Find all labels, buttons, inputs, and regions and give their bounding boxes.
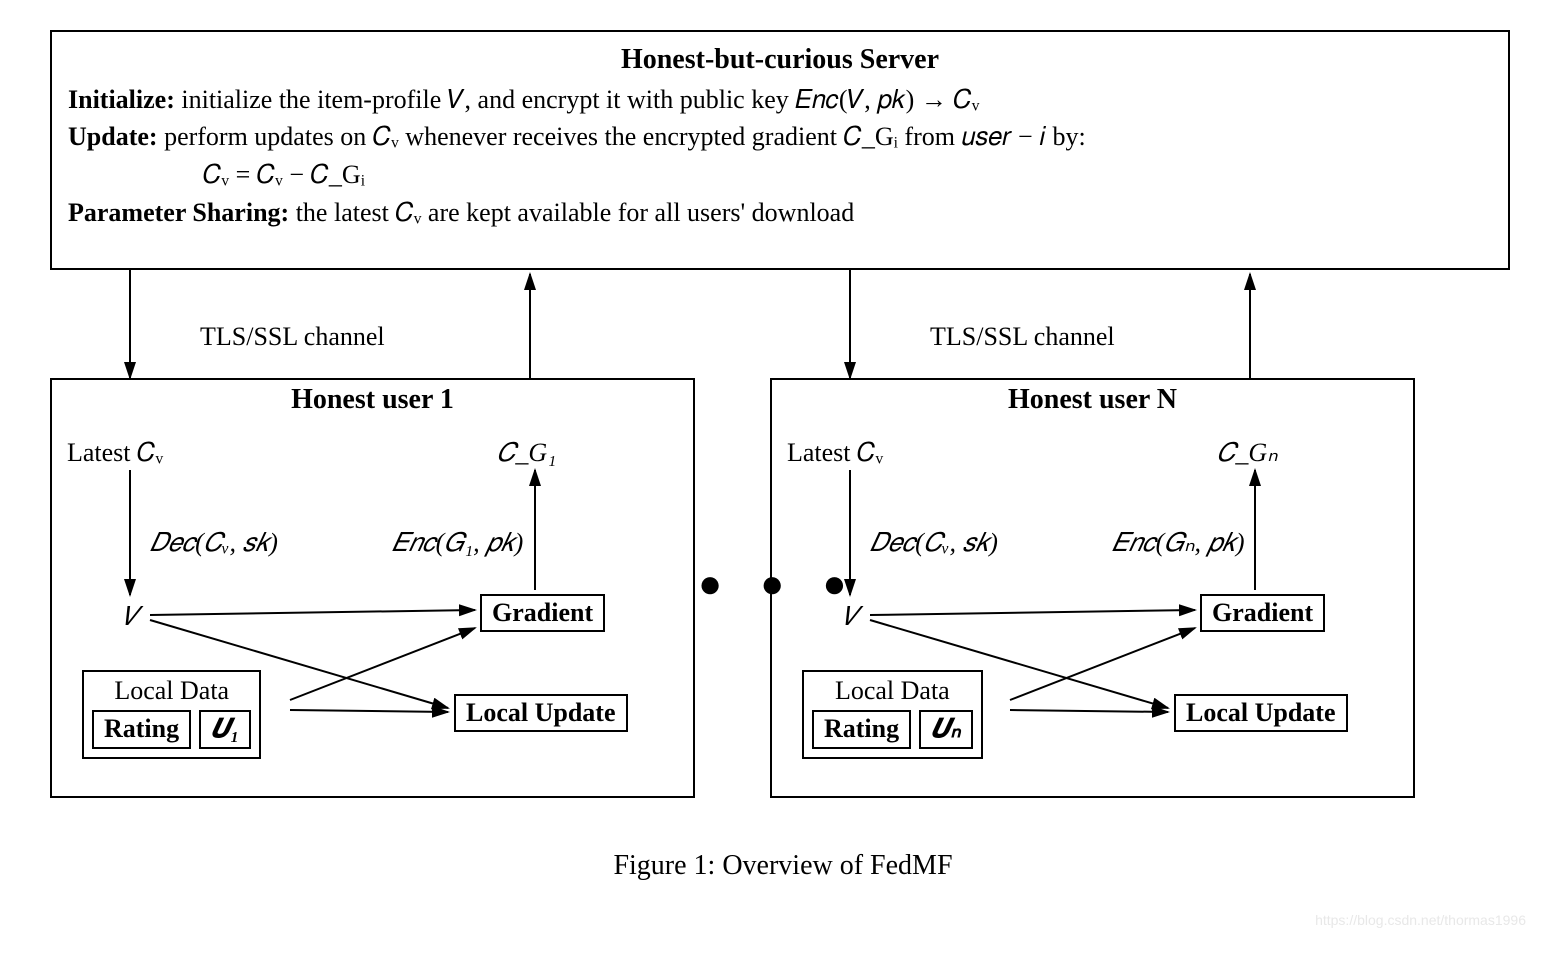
server-paramshare: Parameter Sharing: the latest 𝐶ᵥ are kep… (68, 194, 1492, 232)
userN-enc: 𝐸𝑛𝑐(𝐺ₙ, 𝑝𝑘) (1112, 528, 1245, 559)
tls-label-left: TLS/SSL channel (200, 322, 385, 352)
server-title: Honest-but-curious Server (68, 40, 1492, 81)
user1-cg: 𝐶_G₁ (497, 438, 556, 469)
user1-localdata-title: Local Data (92, 676, 251, 706)
userN-cg: 𝐶_Gₙ (1217, 438, 1278, 469)
initialize-text: initialize the item-profile 𝑉, and encry… (175, 85, 980, 114)
user1-U-box: 𝑼₁ (199, 710, 251, 749)
user1-enc: 𝐸𝑛𝑐(𝐺₁, 𝑝𝑘) (392, 528, 523, 559)
user1-V: 𝑉 (122, 602, 139, 633)
userN-dec: 𝐷𝑒𝑐(𝐶ᵥ, 𝑠𝑘) (870, 528, 998, 559)
user1-title: Honest user 1 (52, 384, 693, 416)
userN-box: Honest user N Latest 𝐶ᵥ 𝐷𝑒𝑐(𝐶ᵥ, 𝑠𝑘) 𝐸𝑛𝑐(… (770, 378, 1415, 798)
userN-title: Honest user N (772, 384, 1413, 416)
server-update1: Update: perform updates on 𝐶ᵥ whenever r… (68, 118, 1492, 156)
server-box: Honest-but-curious Server Initialize: in… (50, 30, 1510, 270)
user1-gradient-box: Gradient (480, 594, 605, 632)
userN-sub-boxes: Rating 𝑼ₙ (812, 710, 973, 749)
paramshare-text: the latest 𝐶ᵥ are kept available for all… (289, 198, 854, 227)
server-update2: 𝐶ᵥ = 𝐶ᵥ − 𝐶_Gᵢ (68, 156, 1492, 194)
update-label: Update: (68, 122, 158, 151)
user1-localupdate-box: Local Update (454, 694, 628, 732)
user1-localdata-box: Local Data Rating 𝑼₁ (82, 670, 261, 759)
figure-caption: Figure 1: Overview of FedMF (30, 850, 1536, 882)
user1-sub-boxes: Rating 𝑼₁ (92, 710, 251, 749)
userN-localdata-box: Local Data Rating 𝑼ₙ (802, 670, 983, 759)
user1-latest: Latest 𝐶ᵥ (67, 438, 163, 469)
initialize-label: Initialize: (68, 85, 175, 114)
ellipsis: ● ● ● (698, 560, 860, 607)
userN-rating-box: Rating (812, 710, 911, 749)
watermark: https://blog.csdn.net/thormas1996 (1315, 912, 1526, 928)
update-text1: perform updates on 𝐶ᵥ whenever receives … (158, 122, 1086, 151)
paramshare-label: Parameter Sharing: (68, 198, 289, 227)
userN-localdata-title: Local Data (812, 676, 973, 706)
tls-label-right: TLS/SSL channel (930, 322, 1115, 352)
user1-dec: 𝐷𝑒𝑐(𝐶ᵥ, 𝑠𝑘) (150, 528, 278, 559)
update-text2: 𝐶ᵥ = 𝐶ᵥ − 𝐶_Gᵢ (68, 156, 365, 194)
userN-localupdate-box: Local Update (1174, 694, 1348, 732)
figure-root: Honest-but-curious Server Initialize: in… (30, 30, 1536, 938)
user1-rating-box: Rating (92, 710, 191, 749)
user1-box: Honest user 1 Latest 𝐶ᵥ 𝐷𝑒𝑐(𝐶ᵥ, 𝑠𝑘) 𝐸𝑛𝑐(… (50, 378, 695, 798)
userN-gradient-box: Gradient (1200, 594, 1325, 632)
userN-latest: Latest 𝐶ᵥ (787, 438, 883, 469)
userN-U-box: 𝑼ₙ (919, 710, 973, 749)
server-initialize: Initialize: initialize the item-profile … (68, 81, 1492, 119)
